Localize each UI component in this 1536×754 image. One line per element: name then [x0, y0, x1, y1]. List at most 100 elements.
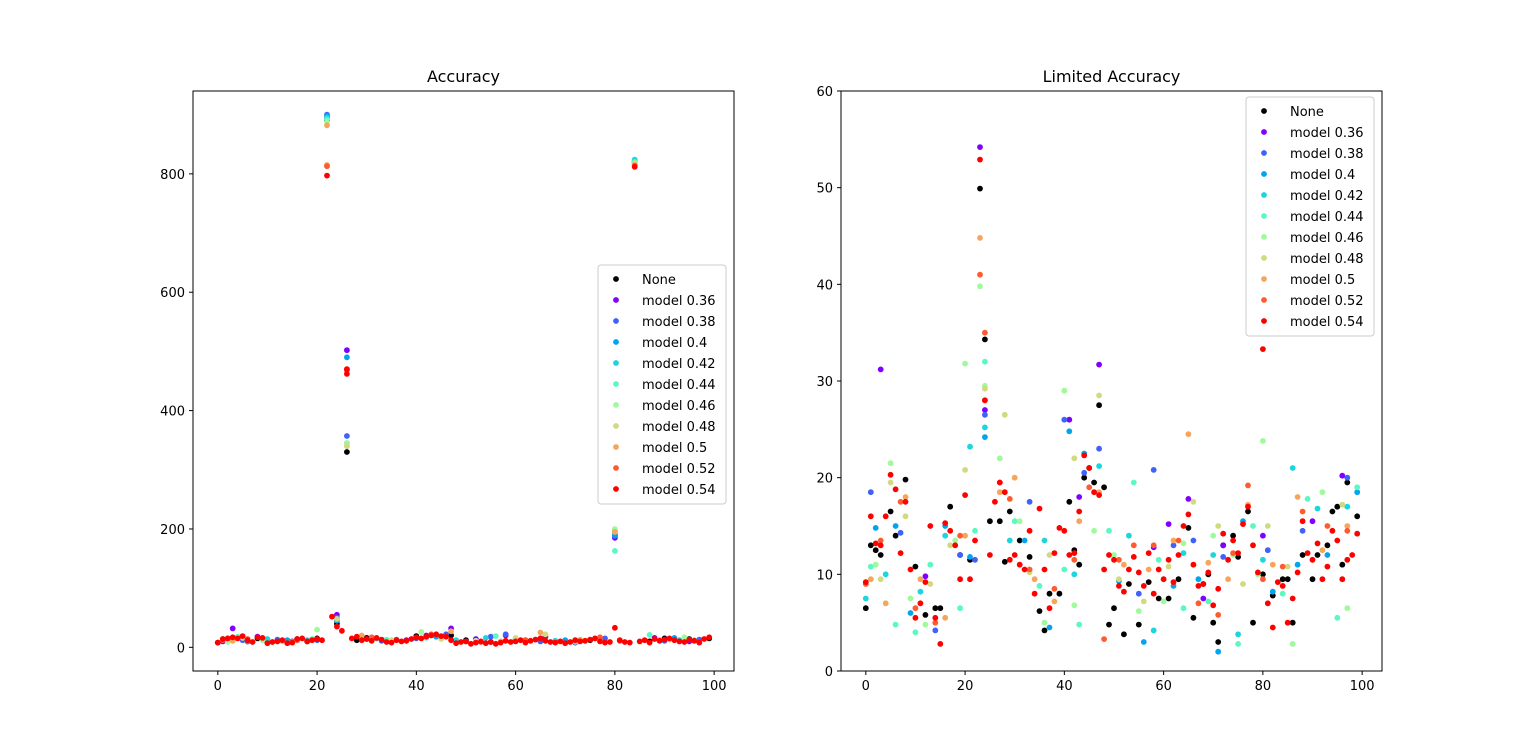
y-tick-label: 30 [816, 375, 833, 390]
data-point [1126, 581, 1132, 587]
data-point [1185, 525, 1192, 531]
data-point [982, 424, 988, 431]
data-point [597, 638, 603, 645]
data-point [887, 479, 894, 486]
data-point [917, 600, 924, 607]
data-point [1195, 576, 1202, 583]
chart-title: Limited Accuracy [1043, 67, 1181, 86]
data-point [1051, 598, 1058, 605]
data-point [1165, 556, 1172, 563]
data-point [358, 632, 365, 639]
data-point [428, 632, 435, 639]
data-point [587, 636, 593, 643]
data-point [1026, 498, 1033, 505]
data-point [224, 635, 231, 642]
data-point [1140, 598, 1147, 605]
data-point [631, 163, 638, 170]
data-point [602, 635, 608, 642]
data-point [701, 636, 708, 642]
data-point [656, 637, 663, 644]
data-point [907, 566, 914, 573]
data-point [324, 122, 330, 129]
data-point [1046, 605, 1053, 612]
data-point [259, 635, 266, 641]
data-point [1011, 552, 1018, 558]
data-point [557, 638, 564, 645]
data-point [977, 283, 983, 290]
data-point [567, 639, 574, 645]
data-point [1135, 608, 1142, 614]
data-point [602, 639, 608, 646]
data-point [1051, 585, 1058, 592]
data-point [388, 639, 395, 646]
legend-marker [613, 360, 619, 366]
data-point [1250, 619, 1256, 626]
data-point [621, 639, 628, 645]
data-point [1190, 614, 1197, 621]
data-point [239, 633, 246, 639]
data-point [393, 637, 400, 644]
data-point [1026, 527, 1033, 534]
data-point [1061, 566, 1068, 573]
data-point [1016, 537, 1023, 544]
legend-marker [613, 444, 619, 450]
data-point [1026, 566, 1033, 573]
data-point [927, 581, 934, 587]
data-point [448, 632, 454, 639]
data-point [1081, 452, 1088, 459]
data-point [1071, 602, 1078, 609]
data-point [478, 638, 484, 645]
data-point [1269, 561, 1276, 568]
data-point [996, 479, 1003, 486]
data-point [1190, 537, 1197, 544]
data-point [882, 571, 889, 578]
data-point [1135, 590, 1142, 597]
data-point [1150, 590, 1157, 597]
y-tick-label: 600 [160, 286, 185, 301]
data-point [641, 637, 648, 644]
data-point [967, 554, 973, 560]
data-point [1235, 631, 1241, 638]
data-point [264, 636, 271, 642]
data-point [1081, 469, 1088, 476]
data-point [1185, 496, 1192, 502]
data-point [294, 636, 301, 642]
data-point [957, 532, 963, 539]
data-point [671, 637, 678, 644]
data-point [1279, 590, 1286, 597]
data-point [962, 492, 968, 498]
data-point [1220, 530, 1227, 537]
data-point [1314, 540, 1321, 547]
data-point [1071, 571, 1078, 578]
legend-label: model 0.38 [1290, 147, 1364, 162]
data-point [502, 637, 509, 644]
data-point [1269, 588, 1276, 595]
legend-marker [1261, 255, 1267, 261]
data-point [1016, 518, 1023, 525]
data-point [482, 640, 489, 647]
data-point [867, 513, 874, 520]
data-point [1056, 590, 1063, 597]
data-point [487, 633, 494, 640]
legend-label: model 0.5 [642, 441, 707, 456]
data-point [952, 542, 959, 549]
data-point [502, 631, 509, 638]
data-point [887, 471, 894, 478]
data-point [1205, 559, 1212, 566]
data-point [907, 610, 914, 616]
data-point [912, 605, 919, 612]
data-point [1160, 598, 1167, 605]
data-point [942, 532, 949, 539]
data-point [922, 612, 929, 618]
data-point [214, 639, 221, 646]
data-point [279, 637, 286, 644]
x-tick-label: 40 [408, 679, 425, 694]
legend-marker [1261, 234, 1267, 240]
y-tick-label: 0 [177, 641, 185, 656]
data-point [458, 639, 464, 645]
data-point [1260, 576, 1266, 583]
data-point [867, 489, 874, 496]
data-point [249, 639, 256, 645]
data-point [1160, 576, 1167, 583]
